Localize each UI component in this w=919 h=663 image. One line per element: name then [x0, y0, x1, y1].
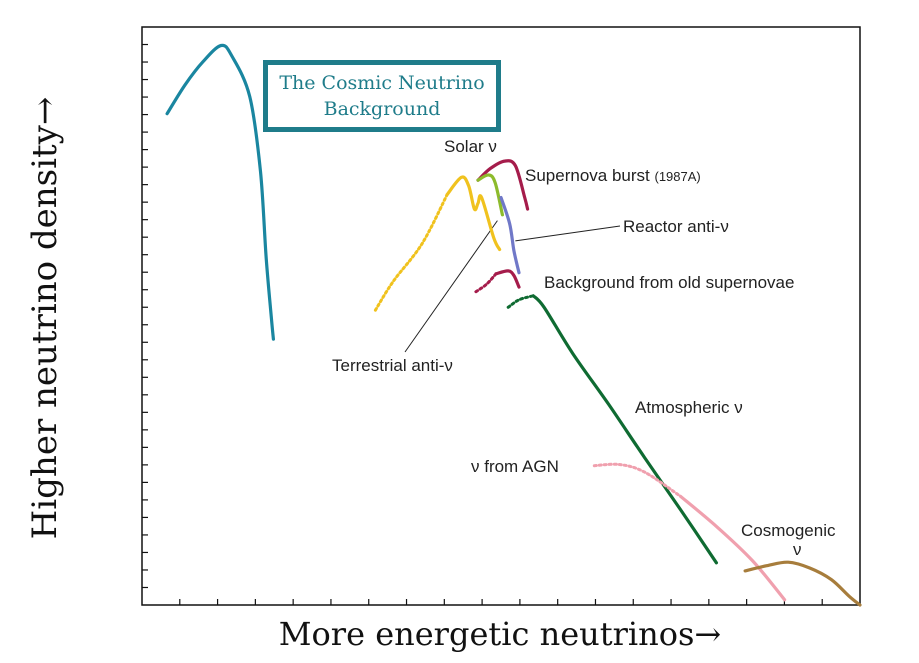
leader-reactor-anti — [515, 225, 621, 242]
label-old-supernovae: Background from old supernovae — [544, 273, 795, 292]
label-supernova-burst: Supernova burst (1987A) — [525, 166, 701, 185]
cnb-box-line2: Background — [323, 98, 441, 120]
series-reactor-anti — [499, 195, 521, 275]
label-terrestrial: Terrestrial anti-ν — [332, 356, 453, 375]
leader-terrestrial-anti — [404, 220, 498, 353]
label-solar: Solar ν — [444, 137, 497, 156]
annotation-leaders — [404, 220, 621, 353]
series-cosmogenic — [743, 560, 862, 607]
series-from-agn — [678, 494, 787, 602]
label-cosmogenic: Cosmogenic — [741, 521, 836, 540]
label-agn: ν from AGN — [471, 457, 559, 476]
plot-frame — [141, 26, 861, 606]
cosmic-neutrino-background-box: The Cosmic Neutrino Background — [263, 60, 501, 132]
series-from-agn-dotted — [592, 462, 682, 498]
axis-ticks — [142, 43, 823, 605]
label-reactor: Reactor anti-ν — [623, 217, 729, 236]
series-background-from-old-supernovae — [494, 269, 521, 289]
series-atmospheric-dotted — [506, 294, 535, 309]
series-terrestrial-anti — [476, 173, 504, 217]
series-background-from-old-supernovae-dotted — [474, 272, 498, 294]
series-solar-dotted — [373, 193, 449, 312]
series-solar — [445, 175, 502, 252]
x-axis-label: More energetic neutrinos→ — [278, 615, 722, 653]
series-supernova-burst-1987a — [476, 159, 530, 211]
series-layer — [165, 43, 862, 607]
label-atmospheric: Atmospheric ν — [635, 398, 743, 417]
series-the-cosmic-neutrino-background — [165, 43, 275, 341]
cnb-box-line1: The Cosmic Neutrino — [279, 72, 485, 94]
label-cosmogenic-nu: ν — [793, 540, 802, 559]
y-axis-label: Higher neutrino density→ — [25, 96, 65, 540]
series-atmospheric — [531, 294, 718, 565]
